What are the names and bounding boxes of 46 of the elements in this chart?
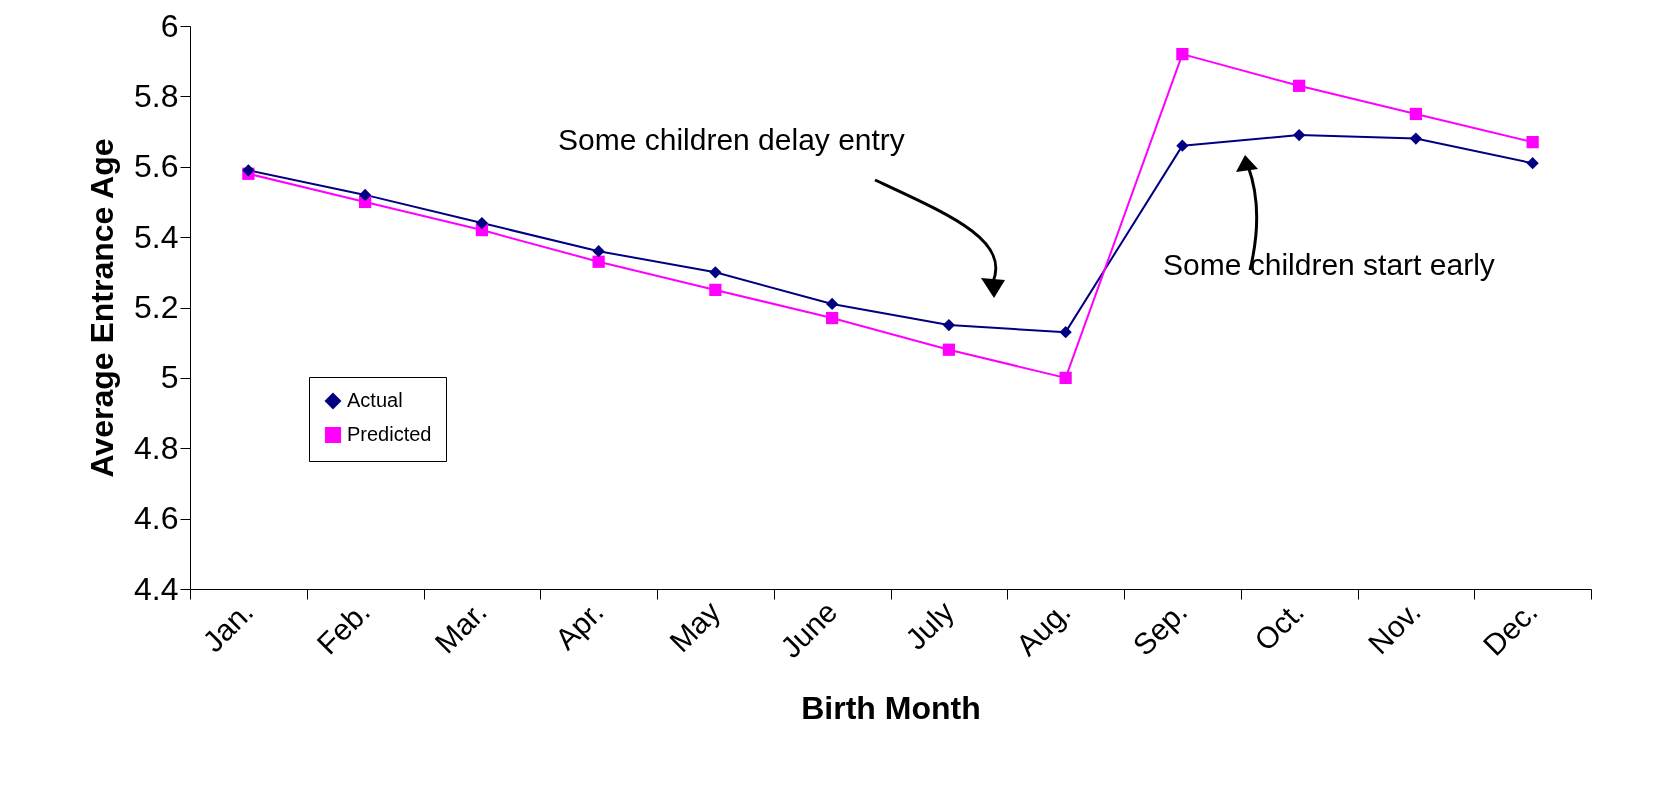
point (1059, 326, 1072, 339)
legend-label: Actual (347, 389, 403, 411)
x-tick-label: May (663, 594, 727, 659)
y-tick-label: 4.6 (134, 500, 179, 537)
annotation: Some children delay entry (558, 123, 905, 156)
point (1059, 371, 1072, 384)
y-tick-label: 5.6 (134, 148, 179, 185)
x-tick-label: Sep. (1126, 594, 1194, 662)
y-tick-label: 6 (160, 7, 179, 44)
y-tick-label: 5.2 (134, 289, 179, 325)
y-axis-title: Average Entrance Age (84, 138, 121, 478)
x-tick-label: Aug. (1009, 594, 1077, 662)
point (942, 343, 955, 356)
y-tick-label: 5.8 (134, 77, 179, 114)
x-tick-label: Dec. (1476, 594, 1544, 662)
y-tick-label: 5.4 (134, 218, 179, 255)
point (1293, 79, 1306, 92)
x-tick-label: Oct. (1248, 594, 1311, 658)
legend-label: Predicted (347, 423, 432, 445)
point (592, 255, 605, 268)
point (1526, 135, 1539, 149)
point (475, 216, 488, 230)
x-tick-label: Feb. (310, 594, 377, 661)
point (709, 266, 722, 279)
point (359, 188, 372, 202)
y-tick-label: 4.8 (134, 429, 179, 466)
point (1293, 128, 1306, 142)
point (1526, 157, 1539, 170)
point (592, 245, 605, 258)
point (1409, 107, 1422, 121)
x-tick-label: Nov. (1361, 594, 1427, 661)
x-axis-title: Birth Month (801, 690, 981, 727)
point (1176, 48, 1189, 61)
annotation: Some children start early (1163, 248, 1495, 281)
x-tick-label: Jan. (196, 594, 260, 659)
x-tick-label: July (898, 594, 960, 656)
point (1409, 132, 1422, 145)
x-tick-label: Mar. (428, 594, 493, 660)
point (942, 318, 955, 332)
y-tick-label: 4.4 (134, 570, 179, 607)
x-tick-label: Apr. (548, 594, 610, 656)
point (709, 283, 722, 297)
point (826, 311, 839, 325)
point (1176, 139, 1189, 152)
y-tick-label: 5 (160, 359, 179, 396)
point (826, 297, 839, 311)
